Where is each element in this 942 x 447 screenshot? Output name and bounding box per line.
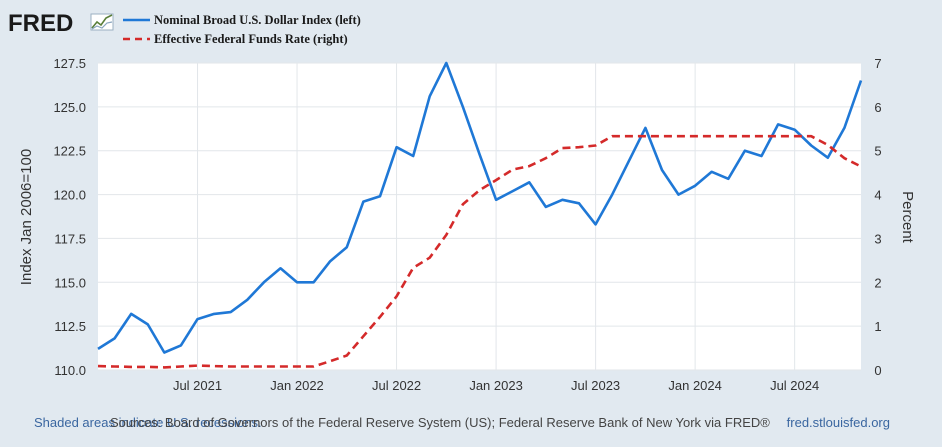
left-tick-label: 115.0 [54, 275, 86, 290]
left-tick-label: 117.5 [54, 231, 86, 246]
footer-fred-link[interactable]: fred.stlouisfed.org [787, 415, 890, 430]
x-tick-label: Jan 2023 [469, 378, 523, 393]
left-tick-label: 110.0 [54, 363, 86, 378]
right-tick-label: 1 [874, 319, 881, 334]
fred-logo[interactable]: FRED [8, 10, 114, 37]
series-line-dollar-index[interactable] [97, 61, 863, 354]
right-tick-label: 2 [874, 275, 881, 290]
legend: Nominal Broad U.S. Dollar Index (left) E… [123, 13, 361, 46]
x-tick-label: Jul 2022 [372, 378, 421, 393]
line-chart-icon [90, 13, 114, 31]
right-axis-title: Percent [899, 191, 916, 244]
left-tick-label: 120.0 [53, 188, 86, 203]
x-tick-label: Jan 2022 [270, 378, 324, 393]
right-tick-label: 0 [874, 363, 881, 378]
x-tick-label: Jul 2021 [173, 378, 222, 393]
left-axis-ticks: 110.0 112.5 115.0 117.5 120.0 122.5 125.0 127.5 [53, 56, 86, 378]
series-layer [97, 61, 863, 369]
series-line-fed-funds[interactable] [97, 134, 862, 369]
left-tick-label: 125.0 [53, 100, 86, 115]
legend-label-dollar-index: Nominal Broad U.S. Dollar Index (left) [154, 13, 361, 27]
left-tick-label: 112.5 [54, 319, 86, 334]
x-tick-label: Jul 2024 [770, 378, 819, 393]
right-tick-label: 4 [874, 188, 881, 203]
left-tick-label: 127.5 [53, 56, 86, 71]
left-axis-title: Index Jan 2006=100 [18, 149, 35, 285]
footer-recession-note[interactable]: Shaded areas indicate U.S. recessions. [34, 415, 262, 430]
plot-area [98, 63, 861, 370]
x-tick-label: Jul 2023 [571, 378, 620, 393]
x-tick-label: Jan 2024 [668, 378, 722, 393]
right-tick-label: 6 [874, 100, 881, 115]
right-axis-ticks: 0 1 2 3 4 5 6 7 [874, 56, 881, 378]
legend-item-dollar-index[interactable]: Nominal Broad U.S. Dollar Index (left) [123, 13, 361, 27]
left-tick-label: 122.5 [53, 144, 86, 159]
legend-label-fed-funds: Effective Federal Funds Rate (right) [154, 32, 348, 46]
right-tick-label: 5 [874, 144, 881, 159]
legend-item-fed-funds[interactable]: Effective Federal Funds Rate (right) [123, 32, 348, 46]
footer-source: Sources: Board of Governors of the Feder… [110, 415, 770, 430]
right-tick-label: 7 [874, 56, 881, 71]
x-axis-ticks: Jul 2021 Jan 2022 Jul 2022 Jan 2023 Jul 2023… [173, 378, 819, 393]
fred-logo-text: FRED [8, 10, 73, 37]
right-tick-label: 3 [874, 231, 881, 246]
